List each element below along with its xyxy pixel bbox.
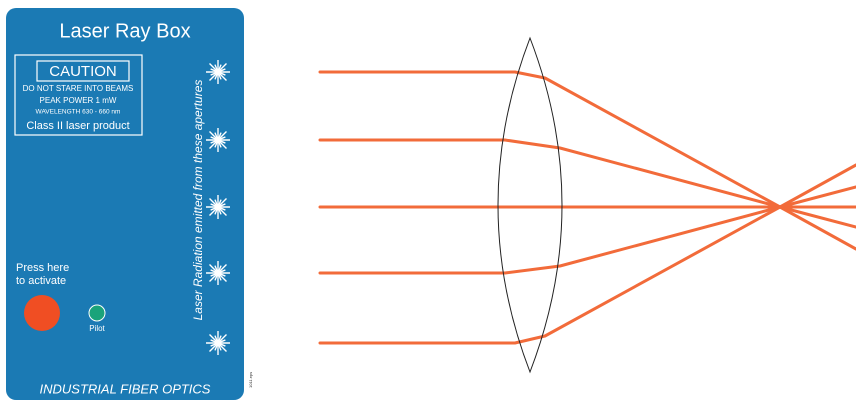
aperture: [206, 331, 230, 355]
caution-class: Class II laser product: [26, 120, 129, 132]
caution-line: PEAK POWER 1 mW: [40, 96, 117, 105]
laser-box: [6, 8, 244, 400]
button-label: Press here: [16, 262, 69, 274]
activate-button[interactable]: [24, 295, 60, 331]
ray: [318, 70, 856, 251]
aperture-spike: [210, 136, 226, 144]
aperture: [206, 261, 230, 285]
pilot-label: Pilot: [89, 324, 105, 333]
apertures: [206, 60, 230, 355]
caution-heading-box: [36, 60, 130, 82]
ray: [318, 185, 856, 275]
aperture-spike: [210, 203, 226, 211]
lens: [497, 36, 563, 374]
aperture-label: Laser Radiation emitted from these apert…: [191, 80, 205, 321]
caution-line: WAVELENGTH 630 - 660 nm: [36, 109, 121, 116]
button-label: to activate: [16, 275, 66, 287]
caution-heading: CAUTION: [49, 63, 117, 80]
aperture: [206, 195, 230, 219]
aperture-spike: [210, 269, 226, 277]
caution-line: DO NOT STARE INTO BEAMS: [23, 84, 134, 93]
ray: [318, 138, 856, 229]
caution-frame: [14, 54, 143, 136]
aperture: [206, 128, 230, 152]
pilot-light: [88, 304, 106, 322]
aperture-spike: [210, 339, 226, 347]
file-tag: 1011.eps: [248, 372, 253, 388]
aperture: [206, 60, 230, 84]
box-title: Laser Ray Box: [59, 20, 190, 42]
rays: [318, 70, 856, 345]
aperture-spike: [210, 68, 226, 76]
ray: [318, 163, 856, 345]
brand: INDUSTRIAL FIBER OPTICS: [40, 381, 211, 396]
